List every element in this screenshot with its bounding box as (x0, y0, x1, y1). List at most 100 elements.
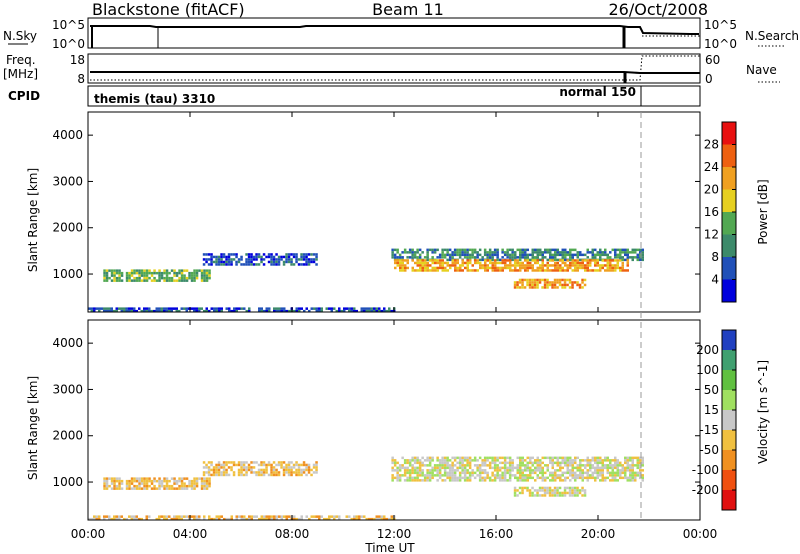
nsky-tick-low: 10^0 (52, 37, 85, 51)
colorbar-swatch (722, 370, 736, 391)
power-y-axis: 4000 3000 2000 1000 (52, 112, 701, 312)
data-region (103, 269, 211, 282)
colorbar-swatch (722, 279, 736, 303)
x-tick-label: 20:00 (581, 527, 616, 541)
nsearch-tick-low: 10^0 (704, 37, 737, 51)
velocity-x-axis: 00:00 04:00 08:00 12:00 16:00 20:00 00:00 (71, 527, 718, 541)
freq-label: Freq. (6, 53, 36, 67)
x-axis-label: Time UT (364, 541, 415, 554)
colorbar-swatch (722, 234, 736, 258)
cpid-panel: CPID themis (tau) 3310 normal 150 (8, 85, 701, 107)
title-station: Blackstone (fitACF) (92, 0, 245, 19)
nave-series-line (90, 55, 700, 81)
cpid-frame (87, 85, 701, 107)
colorbar-tick-label: -100 (692, 463, 719, 477)
colorbar-tick-label: 20 (704, 183, 719, 197)
power-data-layer (88, 248, 644, 313)
nsky-series-line (90, 25, 699, 35)
velocity-data-layer (88, 456, 644, 521)
power-y-label: Slant Range [km] (26, 168, 40, 272)
freq-unit: [MHz] (3, 67, 38, 81)
freq-series-line (90, 71, 700, 74)
title-beam: Beam 11 (372, 0, 444, 19)
nave-tick-high: 60 (705, 53, 720, 67)
velocity-panel: 4000 3000 2000 1000 00:00 04:00 08:00 12:00 16:… (26, 319, 770, 554)
x-tick-label: 08:00 (275, 527, 310, 541)
colorbar-tick-label: -50 (699, 443, 719, 457)
y-tick-label: 4000 (52, 336, 83, 350)
colorbar-tick-label: 28 (704, 138, 719, 152)
colorbar-tick-label: 8 (711, 250, 719, 264)
cpid-segment-normal: normal 150 (559, 85, 636, 99)
nsky-tick-high: 10^5 (52, 18, 85, 32)
power-panel: 4000 3000 2000 1000 Slant Range [km] 28 24 20… (26, 111, 770, 313)
nsky-frame (87, 17, 701, 49)
velocity-colorbar: 200 100 50 15 -15 -50 -100 -200 (692, 329, 737, 511)
colorbar-swatch (722, 430, 736, 451)
colorbar-tick-label: 24 (704, 160, 719, 174)
data-region (202, 253, 318, 266)
colorbar-tick-label: -15 (699, 423, 719, 437)
colorbar-swatch (722, 490, 736, 511)
data-region (394, 259, 629, 272)
power-colorbar: 28 24 20 16 12 8 4 (704, 121, 737, 303)
data-region (103, 477, 211, 490)
colorbar-swatch (722, 167, 736, 190)
velocity-plot-area (88, 320, 700, 520)
freq-tick-low: 8 (77, 72, 85, 86)
x-tick-label: 12:00 (377, 527, 412, 541)
x-tick-label: 04:00 (173, 527, 208, 541)
data-region (391, 456, 644, 482)
colorbar-swatch (722, 390, 736, 411)
colorbar-swatch (722, 450, 736, 471)
colorbar-swatch (722, 257, 736, 280)
velocity-y-label: Slant Range [km] (26, 376, 40, 480)
nave-tick-low: 0 (705, 72, 713, 86)
colorbar-tick-label: 200 (696, 343, 719, 357)
velocity-colorbar-label: Velocity [m s^-1] (756, 360, 770, 464)
nsky-panel: N.Sky 10^5 10^0 N.Search 10^5 10^0 (3, 17, 799, 51)
nsky-label: N.Sky (3, 29, 37, 43)
colorbar-swatch (722, 470, 736, 491)
colorbar-frame (721, 329, 737, 511)
cpid-label: CPID (8, 89, 40, 103)
y-tick-label: 2000 (52, 429, 83, 443)
title-date: 26/Oct/2008 (608, 0, 708, 19)
colorbar-swatch (722, 122, 736, 145)
colorbar-swatch (722, 189, 736, 213)
cpid-segment-themis: themis (tau) 3310 (94, 92, 215, 106)
nsearch-tick-high: 10^5 (704, 18, 737, 32)
y-tick-label: 1000 (52, 267, 83, 281)
y-tick-label: 2000 (52, 221, 83, 235)
data-region (513, 486, 587, 497)
velocity-y-axis: 4000 3000 2000 1000 (52, 320, 701, 520)
y-tick-label: 3000 (52, 174, 83, 188)
colorbar-tick-label: 50 (704, 383, 719, 397)
power-plot-area (88, 112, 700, 312)
colorbar-tick-label: 12 (704, 228, 719, 242)
x-tick-label: 00:00 (683, 527, 718, 541)
nsearch-label: N.Search (745, 29, 799, 43)
y-tick-label: 1000 (52, 475, 83, 489)
colorbar-swatch (722, 144, 736, 168)
data-region (202, 461, 318, 477)
colorbar-tick-label: 15 (704, 403, 719, 417)
data-region (513, 278, 587, 289)
freq-frame (87, 53, 701, 84)
colorbar-tick-label: 16 (704, 205, 719, 219)
x-tick-label: 00:00 (71, 527, 106, 541)
data-region (88, 307, 396, 313)
nave-label: Nave (746, 63, 777, 77)
power-colorbar-label: Power [dB] (756, 179, 770, 244)
freq-tick-high: 18 (70, 53, 85, 67)
colorbar-tick-label: 100 (696, 363, 719, 377)
y-tick-label: 3000 (52, 382, 83, 396)
data-region (88, 515, 396, 521)
colorbar-swatch (722, 410, 736, 431)
colorbar-swatch (722, 330, 736, 351)
y-tick-label: 4000 (52, 128, 83, 142)
colorbar-swatch (722, 350, 736, 371)
colorbar-swatch (722, 212, 736, 235)
colorbar-tick-label: 4 (711, 273, 719, 287)
